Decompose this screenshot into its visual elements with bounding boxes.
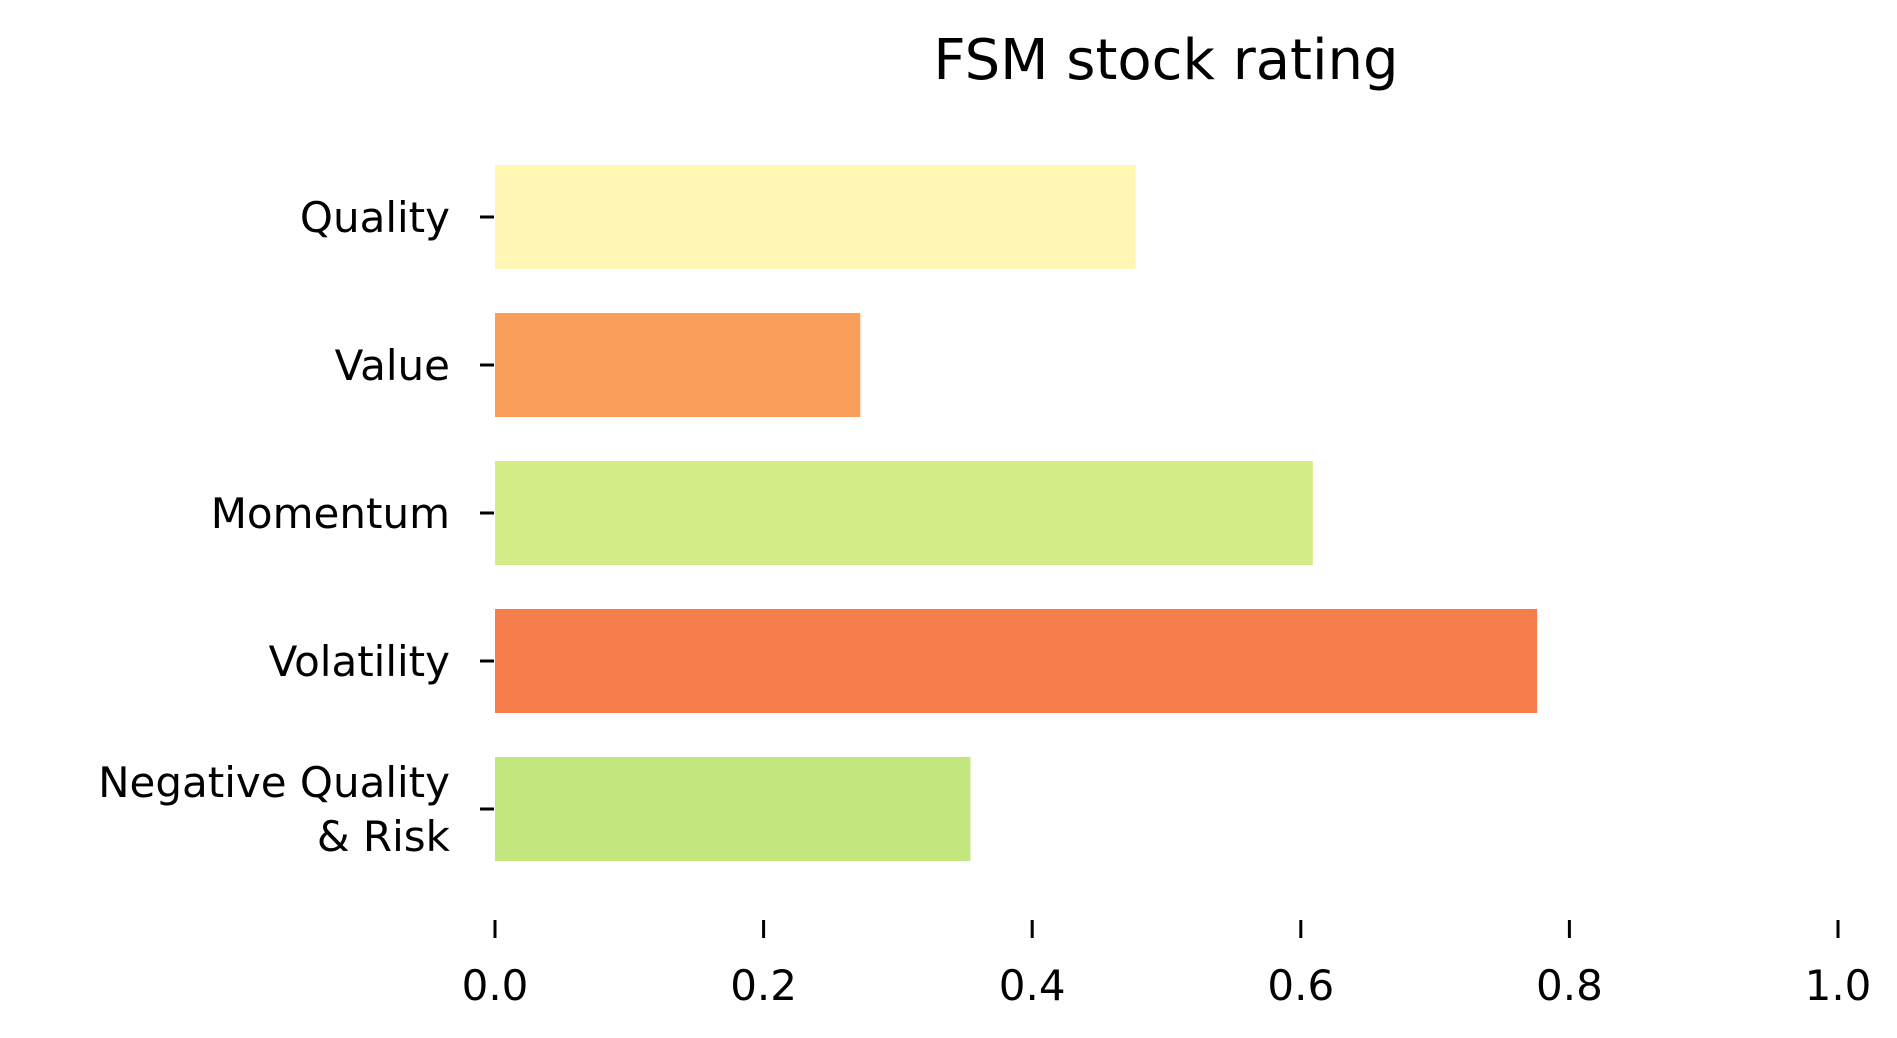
chart-title: FSM stock rating	[933, 28, 1398, 93]
y-tick-label-line: Momentum	[211, 489, 450, 538]
bar-quality	[495, 165, 1136, 269]
y-tick-label-line: & Risk	[317, 812, 451, 861]
y-tick-label-line: Volatility	[269, 637, 450, 686]
x-axis: 0.0 0.2 0.4 0.6 0.8 1.0	[462, 920, 1872, 1010]
y-tick-label-value: Value	[335, 341, 450, 390]
y-tick-label-line: Quality	[300, 193, 450, 242]
x-tick-label-3: 0.6	[1267, 961, 1334, 1010]
y-tick-label-negative-quality-and-risk: Negative Quality & Risk	[98, 758, 451, 861]
bar-value	[495, 313, 861, 417]
bar-volatility	[495, 609, 1538, 713]
y-tick-label-line: Negative Quality	[98, 758, 450, 807]
y-tick-label-momentum: Momentum	[211, 489, 450, 538]
x-tick-label-4: 0.8	[1536, 961, 1603, 1010]
x-tick-label-0: 0.0	[462, 961, 529, 1010]
y-axis: Quality Value Momentum Volatility Negative Q…	[98, 193, 494, 861]
y-tick-label-line: Value	[335, 341, 450, 390]
bars-layer	[495, 165, 1538, 861]
y-tick-label-quality: Quality	[300, 193, 450, 242]
x-tick-label-5: 1.0	[1805, 961, 1872, 1010]
bar-negative-quality-and-risk	[495, 757, 971, 861]
bar-momentum	[495, 461, 1313, 565]
y-tick-label-volatility: Volatility	[269, 637, 450, 686]
x-tick-label-1: 0.2	[730, 961, 797, 1010]
x-tick-label-2: 0.4	[999, 961, 1066, 1010]
